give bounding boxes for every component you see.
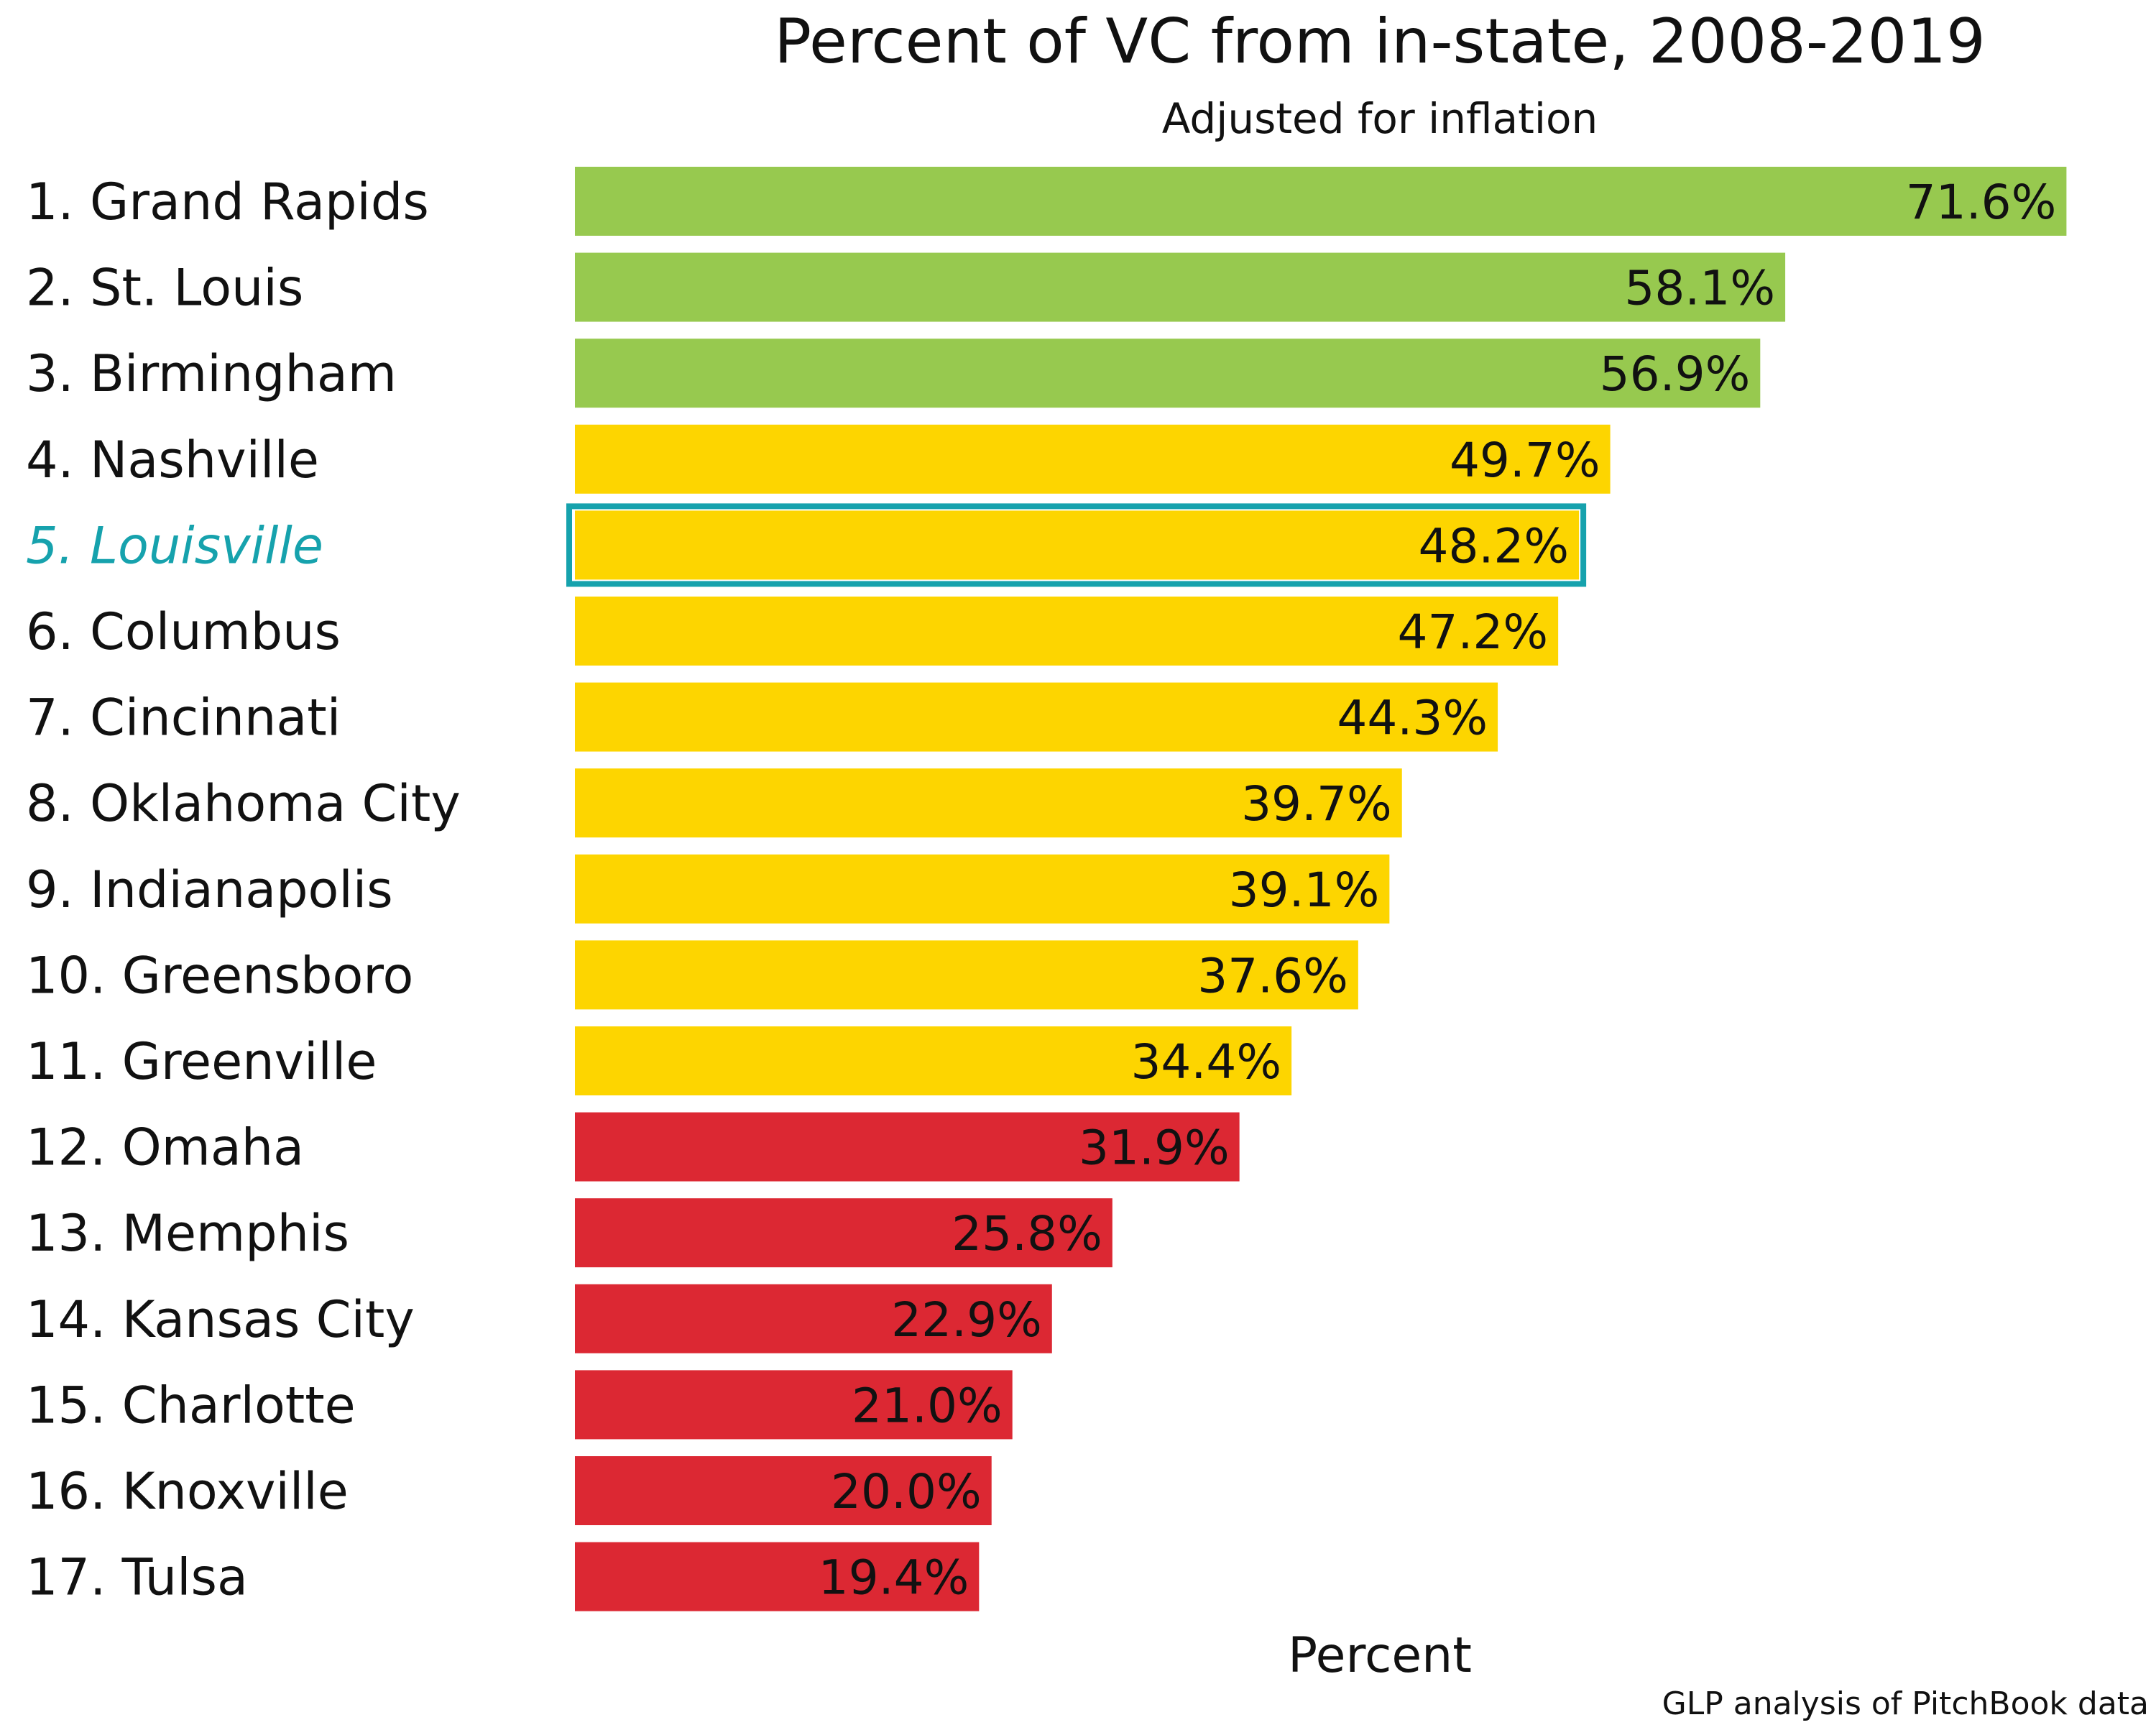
- category-label: 12. Omaha: [26, 1118, 304, 1177]
- bar: [575, 424, 1611, 494]
- value-label: 48.2%: [1418, 518, 1569, 574]
- value-label: 22.9%: [891, 1292, 1042, 1348]
- category-label: 7. Cincinnati: [26, 689, 341, 748]
- category-label: 9. Indianapolis: [26, 860, 393, 919]
- bar: [575, 940, 1358, 1010]
- value-label: 21.0%: [852, 1378, 1003, 1433]
- chart-title: Percent of VC from in-state, 2008-2019: [774, 6, 1986, 78]
- category-label: 16. Knoxville: [26, 1462, 349, 1521]
- value-label: 58.1%: [1624, 261, 1775, 316]
- bar: [575, 597, 1559, 666]
- bar: [575, 1026, 1292, 1095]
- value-label: 44.3%: [1337, 691, 1488, 746]
- value-label: 31.9%: [1079, 1121, 1230, 1176]
- bar: [575, 1112, 1240, 1182]
- value-label: 47.2%: [1397, 604, 1548, 660]
- bar: [575, 252, 1786, 322]
- value-label: 39.1%: [1229, 862, 1380, 918]
- value-label: 20.0%: [831, 1464, 982, 1519]
- bar: [575, 768, 1402, 838]
- value-label: 49.7%: [1450, 433, 1600, 488]
- value-label: 37.6%: [1197, 948, 1348, 1003]
- value-label: 71.6%: [1906, 175, 2057, 230]
- bar: [575, 167, 2067, 236]
- value-label: 25.8%: [952, 1206, 1102, 1261]
- value-label: 19.4%: [819, 1550, 969, 1606]
- category-label: 17. Tulsa: [26, 1548, 248, 1607]
- bar: [575, 510, 1580, 580]
- chart-subtitle: Adjusted for inflation: [1161, 94, 1598, 143]
- value-label: 56.9%: [1600, 346, 1751, 402]
- x-axis-label: Percent: [1288, 1627, 1472, 1684]
- bar: [575, 854, 1390, 924]
- highlight-outline: [566, 503, 1587, 587]
- category-label: 14. Kansas City: [26, 1290, 415, 1349]
- bar: [575, 682, 1498, 752]
- bar: [575, 1198, 1112, 1268]
- category-label: 3. Birmingham: [26, 344, 397, 403]
- bar: [575, 1284, 1052, 1353]
- bar: [575, 1370, 1013, 1440]
- category-label: 2. St. Louis: [26, 259, 303, 318]
- bar: [575, 1456, 992, 1525]
- value-label: 39.7%: [1241, 776, 1392, 832]
- category-label: 10. Greensboro: [26, 946, 413, 1005]
- category-label: 15. Charlotte: [26, 1376, 356, 1435]
- source-note: GLP analysis of PitchBook data: [1662, 1685, 2149, 1722]
- category-label: 1. Grand Rapids: [26, 172, 429, 231]
- bar: [575, 1542, 980, 1611]
- category-label: 6. Columbus: [26, 602, 341, 661]
- category-label: 11. Greenville: [26, 1032, 377, 1091]
- category-label: 5. Louisville: [26, 516, 323, 575]
- category-label: 13. Memphis: [26, 1204, 349, 1263]
- category-label: 4. Nashville: [26, 431, 319, 489]
- bar: [575, 339, 1761, 408]
- category-label: 8. Oklahoma City: [26, 774, 461, 833]
- value-label: 34.4%: [1130, 1034, 1281, 1090]
